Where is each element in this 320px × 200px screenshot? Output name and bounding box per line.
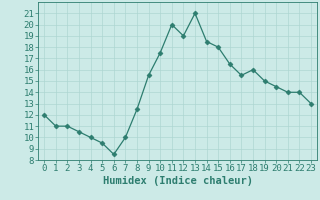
X-axis label: Humidex (Indice chaleur): Humidex (Indice chaleur) — [103, 176, 252, 186]
